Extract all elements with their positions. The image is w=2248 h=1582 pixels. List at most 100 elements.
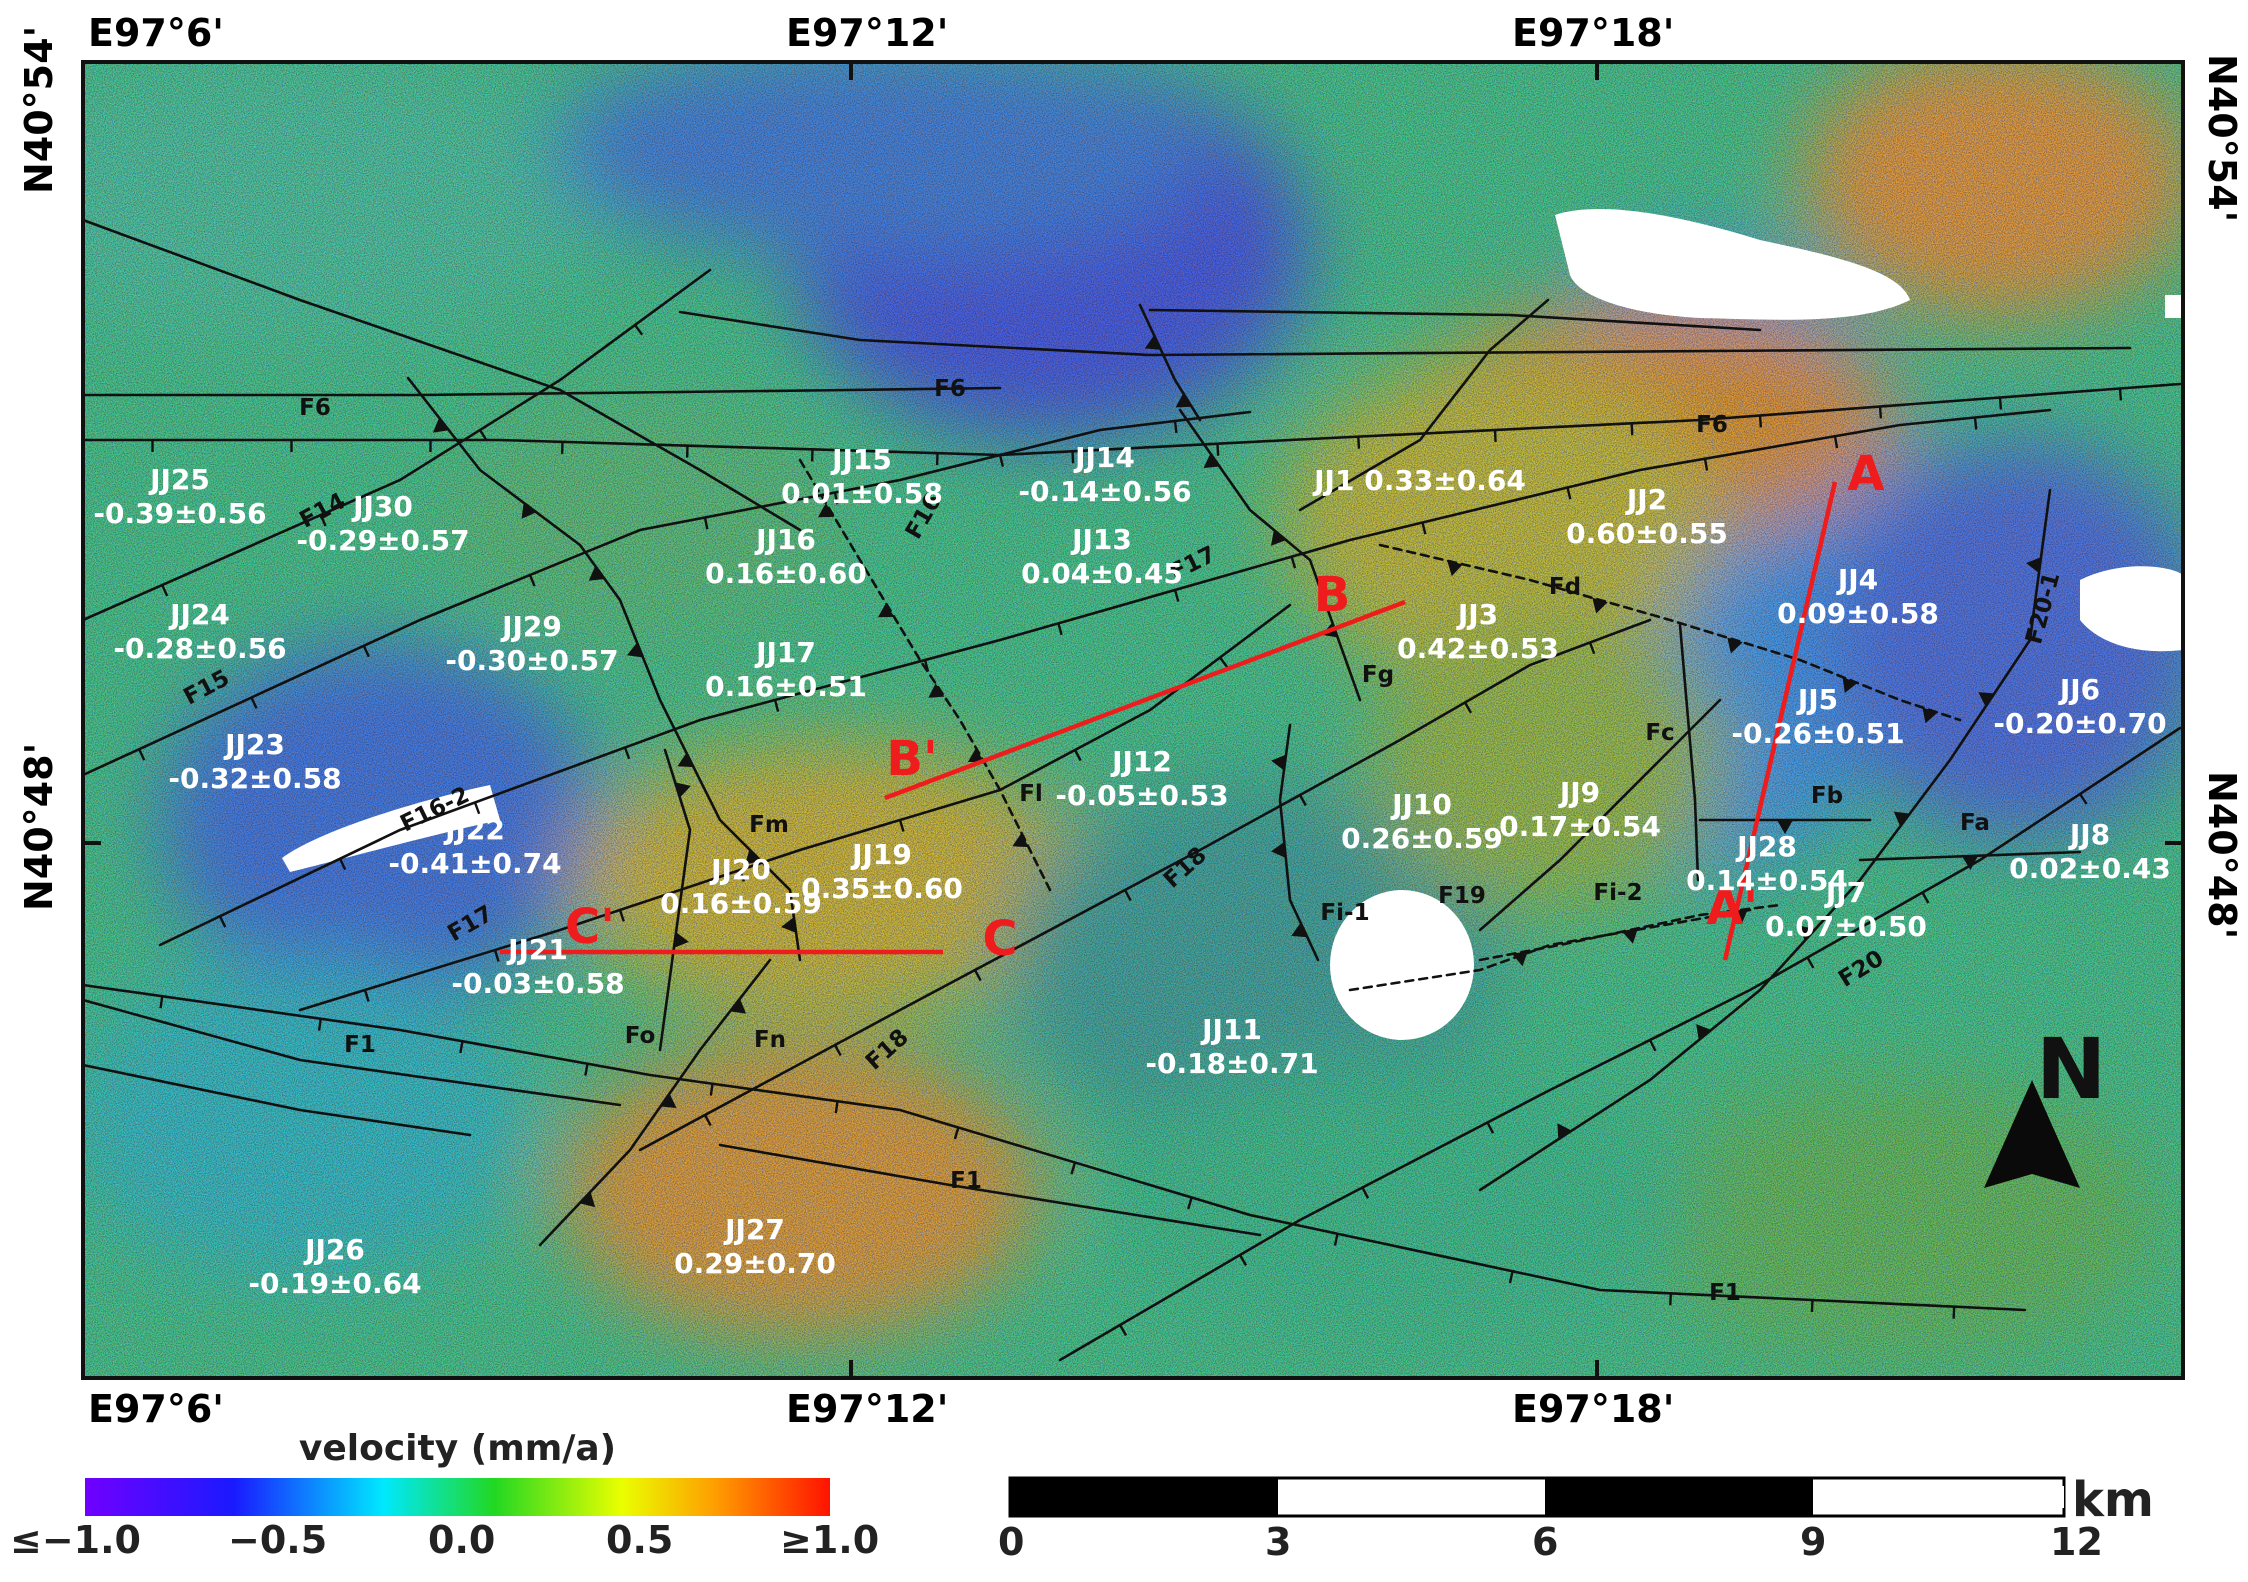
block-label: JJ1 0.33±0.64 xyxy=(1312,464,1526,497)
fault-tick xyxy=(711,1084,713,1096)
block-name: JJ19 xyxy=(850,838,912,871)
fault-label: F19 xyxy=(1438,883,1486,909)
fault-tick xyxy=(1175,421,1176,433)
block-value: -0.05±0.53 xyxy=(1055,779,1228,812)
fault-label: F6 xyxy=(934,376,966,402)
block-value: 0.09±0.58 xyxy=(1777,597,1939,630)
block-value: 0.07±0.50 xyxy=(1765,910,1927,943)
block-name: JJ30 xyxy=(351,490,413,523)
block-name: JJ16 xyxy=(754,523,816,556)
block-name: JJ22 xyxy=(443,813,505,846)
fault-label: Fg xyxy=(1362,662,1394,688)
profile-label-start: C xyxy=(982,911,1017,967)
scalebar-tick: 6 xyxy=(1532,1520,1558,1564)
fault-label: Fo xyxy=(625,1023,656,1049)
colorbar-title: velocity (mm/a) xyxy=(85,1428,830,1469)
block-name: JJ27 xyxy=(723,1213,785,1246)
block-value: 0.42±0.53 xyxy=(1397,632,1559,665)
coord-bottom-3: E97°18' xyxy=(1512,1390,1674,1428)
fault-tick xyxy=(2120,389,2121,401)
block-value: -0.26±0.51 xyxy=(1731,717,1904,750)
fault-label: Fb xyxy=(1811,783,1843,809)
block-name: JJ3 xyxy=(1456,598,1498,631)
fault-label: F1 xyxy=(950,1168,982,1194)
block-name: JJ1 0.33±0.64 xyxy=(1312,464,1526,497)
block-value: 0.29±0.70 xyxy=(674,1247,836,1280)
block-name: JJ6 xyxy=(2058,673,2100,706)
fault-tick xyxy=(1954,1307,1955,1319)
profile-label-start: B xyxy=(1314,567,1351,623)
block-value: -0.18±0.71 xyxy=(1145,1047,1318,1080)
fault-tick xyxy=(1880,407,1881,419)
coord-top-3: E97°18' xyxy=(1512,14,1674,52)
block-name: JJ23 xyxy=(223,728,285,761)
fault-tick xyxy=(1495,430,1496,442)
block-name: JJ26 xyxy=(303,1233,365,1266)
block-value: -0.39±0.56 xyxy=(93,497,266,530)
fault-label: Fi-2 xyxy=(1593,880,1642,906)
block-name: JJ17 xyxy=(754,636,816,669)
colorbar xyxy=(85,1478,830,1516)
north-label: N xyxy=(2036,1020,2106,1118)
block-name: JJ8 xyxy=(2068,818,2110,851)
block-value: -0.30±0.57 xyxy=(445,644,618,677)
fault-label: Fm xyxy=(749,812,789,838)
block-name: JJ20 xyxy=(709,853,771,886)
block-name: JJ14 xyxy=(1073,441,1135,474)
colorbar-tick: −0.5 xyxy=(228,1518,327,1562)
block-value: 0.16±0.60 xyxy=(705,557,867,590)
profile-label-end: C' xyxy=(565,899,615,955)
fault-tick xyxy=(1073,451,1074,463)
fault-label: Fc xyxy=(1645,720,1674,746)
coord-bottom-1: E97°6' xyxy=(88,1390,224,1428)
fault-tick xyxy=(1632,423,1633,435)
block-value: 0.16±0.59 xyxy=(660,887,822,920)
block-name: JJ21 xyxy=(506,933,568,966)
block-name: JJ29 xyxy=(500,610,562,643)
fault-label: Fn xyxy=(754,1027,786,1053)
coord-top-2: E97°12' xyxy=(786,14,948,52)
block-value: -0.28±0.56 xyxy=(113,632,286,665)
block-name: JJ2 xyxy=(1625,483,1667,516)
fault-tick xyxy=(1358,437,1359,449)
block-value: 0.14±0.54 xyxy=(1686,864,1848,897)
fault-tick xyxy=(1812,1300,1813,1312)
fault-tick xyxy=(1760,416,1761,428)
coord-left-1: N40°54' xyxy=(20,54,58,194)
block-value: 0.17±0.54 xyxy=(1499,810,1661,843)
fault-label: Fi-1 xyxy=(1320,900,1369,926)
block-value: -0.29±0.57 xyxy=(296,524,469,557)
scalebar-unit: km xyxy=(2072,1472,2154,1528)
coord-bottom-2: E97°12' xyxy=(786,1390,948,1428)
fault-label: Fa xyxy=(1960,810,1990,836)
fault-tick xyxy=(319,1019,321,1031)
block-value: -0.19±0.64 xyxy=(248,1267,421,1300)
profile-label-end: B' xyxy=(886,731,937,787)
block-name: JJ15 xyxy=(830,443,892,476)
block-name: JJ4 xyxy=(1836,563,1878,596)
fault-tick xyxy=(161,996,163,1008)
block-value: 0.60±0.55 xyxy=(1566,517,1728,550)
block-value: -0.20±0.70 xyxy=(1993,707,2166,740)
coord-left-2: N40°48' xyxy=(20,771,58,911)
block-name: JJ5 xyxy=(1796,683,1838,716)
fault-label: F6 xyxy=(299,395,331,421)
block-name: JJ24 xyxy=(168,598,230,631)
profile-label-start: A xyxy=(1847,446,1884,502)
fault-label: Fl xyxy=(1019,781,1043,807)
block-value: -0.32±0.58 xyxy=(168,762,341,795)
block-name: JJ25 xyxy=(148,463,210,496)
block-value: 0.02±0.43 xyxy=(2009,852,2171,885)
block-name: JJ12 xyxy=(1110,745,1172,778)
colorbar-tick: 0.0 xyxy=(428,1518,495,1562)
colorbar-tick: 0.5 xyxy=(606,1518,673,1562)
fault-label: F1 xyxy=(1709,1280,1741,1306)
block-value: 0.16±0.51 xyxy=(705,670,867,703)
fault-tick xyxy=(1670,1293,1671,1305)
scalebar-tick: 0 xyxy=(998,1520,1024,1564)
fault-tick xyxy=(836,1101,838,1113)
block-value: -0.14±0.56 xyxy=(1018,475,1191,508)
block-name: JJ13 xyxy=(1070,523,1132,556)
